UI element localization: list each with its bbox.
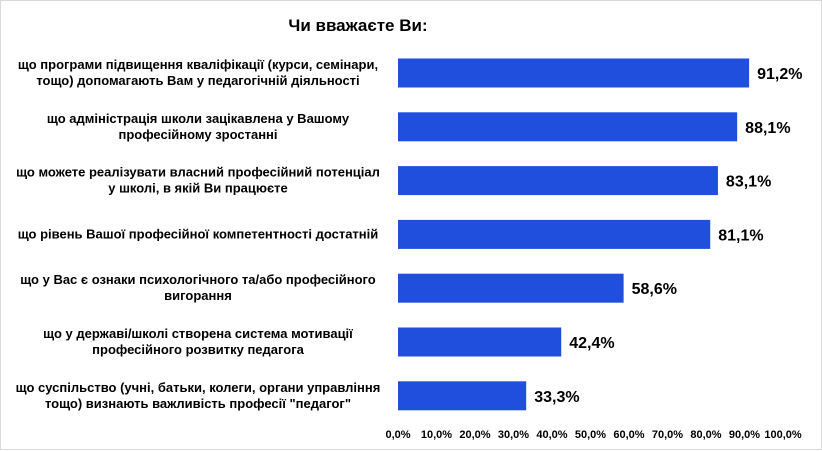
bar-1 [398,58,750,88]
category-label-6-line-2: професійного розвитку педагога [92,342,304,357]
data-label-1: 91,2% [757,66,802,83]
category-label-6-line-1: що у державі/школі створена система моти… [43,326,353,341]
x-tick-label-11: 100,0% [764,429,802,441]
data-label-4: 81,1% [718,227,763,244]
bar-2 [398,112,738,142]
category-label-7-line-1: що суспільство (учні, батьки, колеги, ор… [16,380,381,395]
bars [398,58,750,411]
category-label-4: що рівень Вашої професійної компетентнос… [18,226,379,241]
data-label-5: 58,6% [632,281,677,298]
category-label-6: що у державі/школі створена система моти… [43,326,353,357]
category-label-2-line-2: професійному зростанні [118,127,277,142]
x-tick-label-2: 10,0% [421,429,452,441]
x-tick-label-5: 40,0% [536,429,567,441]
chart-title: Чи вважаєте Ви: [288,16,427,35]
data-label-7: 33,3% [534,389,579,406]
bar-4 [398,219,711,249]
bar-5 [398,273,624,303]
category-label-2: що адміністрація школи зацікавлена у Ваш… [47,111,350,142]
category-label-7-line-2: тощо) визнають важливість професії "педа… [45,396,351,411]
category-label-1-line-2: тощо) допомагають Вам у педагогічній дія… [36,73,359,88]
data-label-6: 42,4% [569,335,614,352]
x-tick-label-3: 20,0% [459,429,490,441]
x-tick-label-6: 50,0% [575,429,606,441]
category-label-5-line-1: що у Вас є ознаки психологічного та/або … [20,272,376,287]
category-label-3-line-1: що можете реалізувати власний професійни… [16,165,380,180]
category-label-4-line-1: що рівень Вашої професійної компетентнос… [18,226,379,241]
bar-6 [398,327,562,357]
x-axis-tick-labels: 0,0% 10,0% 20,0% 30,0% 40,0% 50,0% 60,0% 70,0% 8… [385,429,801,441]
category-label-5-line-2: вигорання [164,288,232,303]
data-label-3: 83,1% [726,174,771,191]
category-label-3-line-2: у школі, в якій Ви працюєте [108,181,288,196]
x-tick-label-10: 90,0% [729,429,760,441]
category-label-1-line-1: що програми підвищення кваліфікації (кур… [18,57,378,72]
category-label-2-line-1: що адміністрація школи зацікавлена у Ваш… [47,111,350,126]
data-label-2: 88,1% [745,120,790,137]
x-tick-label-4: 30,0% [498,429,529,441]
category-labels: що програми підвищення кваліфікації (кур… [16,57,381,411]
data-labels: 91,2% 88,1% 83,1% 81,1% 58,6% 42,4% 33,3% [534,66,802,406]
x-tick-label-9: 80,0% [690,429,721,441]
bar-7 [398,381,527,411]
category-label-3: що можете реалізувати власний професійни… [16,165,380,196]
x-tick-label-8: 70,0% [652,429,683,441]
bar-3 [398,166,718,196]
category-label-5: що у Вас є ознаки психологічного та/або … [20,272,376,303]
x-tick-label-1: 0,0% [385,429,410,441]
category-label-7: що суспільство (учні, батьки, колеги, ор… [16,380,381,411]
x-tick-label-7: 60,0% [613,429,644,441]
category-label-1: що програми підвищення кваліфікації (кур… [18,57,378,88]
